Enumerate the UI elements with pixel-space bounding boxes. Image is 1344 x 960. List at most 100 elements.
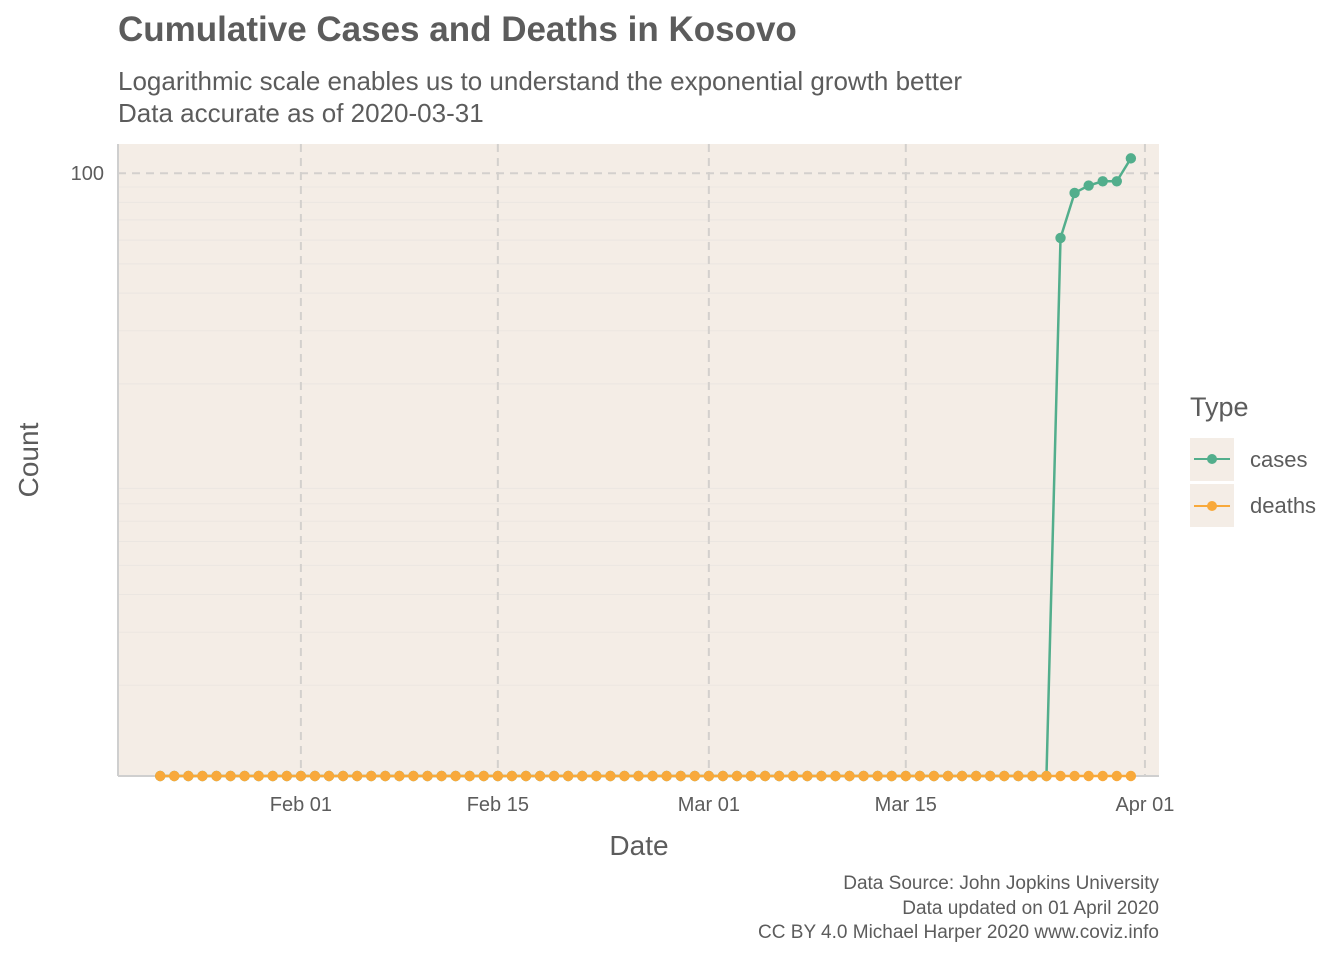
- data-point-deaths: [816, 770, 827, 782]
- data-point-deaths: [197, 770, 208, 782]
- data-point-deaths: [759, 770, 771, 782]
- data-point-deaths: [1041, 770, 1052, 782]
- data-point-deaths: [281, 770, 293, 782]
- x-tick-label: Apr 01: [1115, 794, 1174, 816]
- legend-title: Type: [1190, 392, 1249, 422]
- data-point-deaths: [605, 770, 616, 782]
- series-layer: [155, 153, 1137, 782]
- legend-key-deaths: [1190, 484, 1234, 527]
- data-point-deaths: [323, 770, 335, 782]
- caption-license: CC BY 4.0 Michael Harper 2020 www.coviz.…: [758, 922, 1159, 943]
- minor-gridlines: [118, 186, 1159, 686]
- data-point-deaths: [1097, 770, 1108, 782]
- data-point-deaths: [422, 770, 433, 782]
- data-point-deaths: [183, 770, 194, 782]
- data-point-deaths: [773, 770, 785, 782]
- data-point-deaths: [1027, 770, 1038, 782]
- data-point-deaths: [942, 770, 954, 782]
- data-point-cases: [1111, 176, 1122, 187]
- major-gridlines: [118, 144, 1159, 776]
- data-point-deaths: [380, 770, 391, 782]
- x-tick-label: Mar 01: [678, 794, 740, 816]
- data-point-deaths: [492, 770, 504, 782]
- data-point-deaths: [211, 770, 222, 782]
- data-point-deaths: [830, 770, 841, 782]
- data-point-deaths: [886, 770, 897, 782]
- plot-panel: [118, 144, 1159, 776]
- data-point-deaths: [309, 770, 321, 782]
- data-point-deaths: [1125, 770, 1137, 782]
- data-point-cases: [1055, 232, 1066, 244]
- caption-updated: Data updated on 01 April 2020: [902, 898, 1159, 919]
- data-point-deaths: [844, 770, 855, 782]
- data-point-deaths: [731, 770, 743, 782]
- data-point-deaths: [717, 770, 729, 782]
- data-point-deaths: [1083, 770, 1094, 782]
- data-point-deaths: [478, 770, 489, 782]
- data-point-deaths: [520, 770, 532, 782]
- legend-label-deaths: deaths: [1250, 493, 1317, 518]
- data-point-deaths: [970, 770, 982, 782]
- data-point-deaths: [366, 770, 377, 782]
- x-tick-label: Mar 15: [875, 794, 937, 816]
- data-point-cases: [1097, 176, 1108, 187]
- legend-label-cases: cases: [1250, 447, 1308, 472]
- data-point-deaths: [506, 770, 518, 782]
- chart-subtitle-line2: Data accurate as of 2020-03-31: [118, 98, 484, 128]
- data-point-deaths: [872, 770, 883, 782]
- data-point-deaths: [858, 770, 869, 782]
- data-point-deaths: [295, 770, 307, 782]
- data-point-deaths: [239, 770, 250, 782]
- chart-title: Cumulative Cases and Deaths in Kosovo: [118, 10, 797, 49]
- data-point-deaths: [900, 770, 911, 782]
- data-point-deaths: [619, 770, 630, 782]
- data-point-deaths: [225, 770, 236, 782]
- data-point-deaths: [169, 770, 180, 782]
- data-point-deaths: [647, 770, 658, 782]
- data-point-deaths: [267, 770, 278, 782]
- x-tick-label: Feb 15: [467, 794, 529, 816]
- data-point-deaths: [351, 770, 363, 782]
- x-tick-label: Feb 01: [270, 794, 332, 816]
- y-axis-title: Count: [13, 422, 44, 497]
- data-point-deaths: [1069, 770, 1080, 782]
- data-point-deaths: [633, 770, 644, 782]
- tick-labels: 100 Feb 01 Feb 15 Mar 01 Mar 15 Apr 01: [71, 163, 1175, 816]
- data-point-deaths: [253, 770, 264, 782]
- data-point-deaths: [689, 770, 700, 782]
- legend-key-cases: [1190, 438, 1234, 481]
- data-point-cases: [1125, 153, 1137, 164]
- data-point-deaths: [591, 770, 602, 782]
- data-point-deaths: [337, 770, 349, 782]
- data-point-deaths: [436, 770, 447, 782]
- data-point-deaths: [928, 770, 940, 782]
- data-point-deaths: [703, 770, 715, 782]
- data-point-deaths: [155, 770, 166, 782]
- data-point-deaths: [548, 770, 560, 782]
- data-point-deaths: [999, 770, 1010, 782]
- data-point-deaths: [394, 770, 405, 782]
- data-point-cases: [1083, 180, 1094, 191]
- data-point-deaths: [788, 770, 799, 782]
- data-point-deaths: [914, 770, 926, 782]
- data-point-deaths: [408, 770, 419, 782]
- x-axis-title: Date: [609, 830, 668, 861]
- data-point-deaths: [745, 770, 757, 782]
- data-point-deaths: [1013, 770, 1024, 782]
- data-point-cases: [1069, 187, 1080, 199]
- data-point-deaths: [1111, 770, 1122, 782]
- data-point-deaths: [464, 770, 475, 782]
- data-point-deaths: [577, 770, 588, 782]
- data-point-deaths: [675, 770, 686, 782]
- y-tick-label: 100: [71, 163, 104, 185]
- data-point-deaths: [450, 770, 461, 782]
- data-point-deaths: [534, 770, 546, 782]
- data-point-deaths: [562, 770, 574, 782]
- data-point-deaths: [984, 770, 996, 782]
- data-point-deaths: [661, 770, 672, 782]
- chart-subtitle-line1: Logarithmic scale enables us to understa…: [118, 66, 963, 96]
- data-point-deaths: [956, 770, 968, 782]
- caption-source: Data Source: John Jopkins University: [843, 873, 1159, 894]
- data-point-deaths: [1055, 770, 1066, 782]
